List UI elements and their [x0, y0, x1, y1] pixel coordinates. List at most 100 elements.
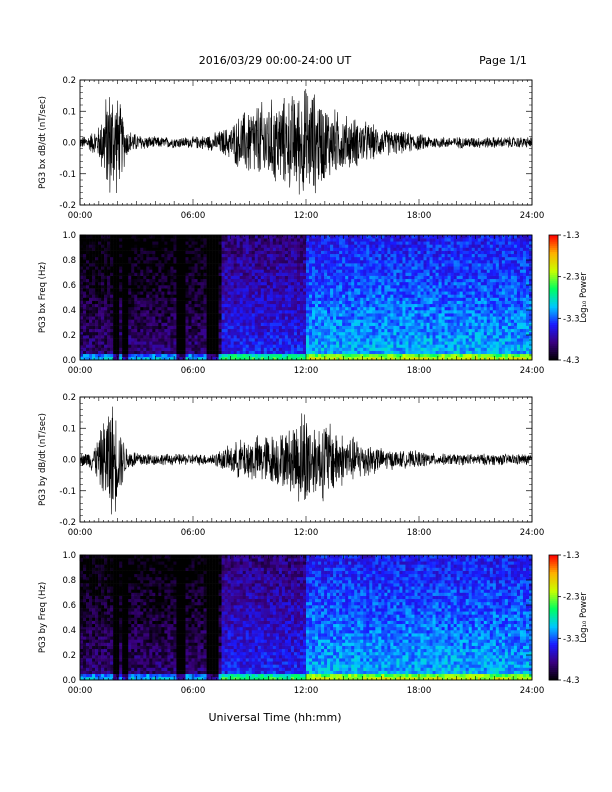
- bx_spec-cell: [206, 353, 210, 358]
- bx_spec-cell: [432, 256, 436, 261]
- bx_spec-cell: [345, 328, 349, 333]
- bx_spec-cell: [182, 316, 186, 320]
- bx_spec-cell: [315, 325, 319, 330]
- bx_spec-cell: [309, 325, 313, 330]
- bx_spec-cell: [375, 272, 379, 276]
- bx_spec-cell: [435, 316, 439, 320]
- bx_spec-cell: [390, 285, 394, 289]
- bx_spec-cell: [372, 316, 376, 320]
- bx_spec-cell: [191, 288, 195, 292]
- bx_spec-cell: [432, 285, 436, 289]
- bx_spec-cell: [351, 281, 355, 286]
- bx_spec-cell: [221, 269, 225, 273]
- bx_spec-cell: [245, 260, 250, 264]
- bx_spec-cell: [98, 353, 102, 358]
- bx_spec-cell: [432, 263, 436, 267]
- bx_spec-cell: [86, 263, 90, 267]
- bx_spec-cell: [149, 238, 153, 242]
- bx_spec-cell: [411, 266, 415, 270]
- bx_spec-cell: [80, 347, 84, 351]
- bx_spec-cell: [257, 325, 262, 330]
- bx_spec-cell: [260, 263, 265, 267]
- bx_spec-cell: [399, 278, 403, 283]
- bx_spec-cell: [387, 341, 391, 345]
- bx_spec-cell: [324, 313, 328, 317]
- bx_spec-cell: [158, 350, 162, 355]
- bx_spec-cell: [339, 344, 343, 348]
- bx_spec-cell: [149, 269, 153, 273]
- bx_spec-cell: [309, 331, 313, 336]
- bx_spec-cell: [170, 316, 174, 320]
- bx_dbdt-x-tick-label: 00:00: [68, 211, 93, 221]
- bx_spec-cell: [167, 344, 171, 348]
- bx_spec-cell: [417, 285, 421, 289]
- bx_spec-cell: [86, 338, 90, 342]
- bx_spec-cell: [233, 322, 237, 326]
- bx_spec-cell: [152, 341, 156, 345]
- bx_spec-cell: [312, 335, 316, 339]
- bx_spec-cell: [330, 263, 334, 267]
- bx_spec-cell: [143, 256, 147, 261]
- bx_spec-cell: [206, 335, 210, 339]
- bx_spec-cell: [417, 288, 421, 292]
- bx_spec-cell: [215, 325, 219, 330]
- bx_spec-cell: [426, 288, 430, 292]
- bx_spec-cell: [239, 331, 244, 336]
- bx_spec-cell: [215, 310, 219, 314]
- bx_spec-cell: [417, 263, 421, 267]
- bx_spec-cell: [137, 269, 141, 273]
- bx_spec-cell: [408, 350, 412, 355]
- bx_spec-cell: [287, 331, 292, 336]
- bx_spec-cell: [140, 341, 144, 345]
- bx_spec-cell: [429, 235, 433, 239]
- bx_spec-cell: [227, 291, 231, 295]
- bx_spec-cell: [119, 335, 123, 339]
- bx_spec-cell: [378, 344, 382, 348]
- bx_spec-cell: [152, 338, 156, 342]
- bx_spec-cell: [146, 316, 150, 320]
- bx_spec-cell: [152, 247, 156, 251]
- bx_spec-cell: [161, 278, 165, 283]
- bx_spec-cell: [312, 235, 316, 239]
- bx_spec-cell: [378, 244, 382, 248]
- bx_spec-cell: [119, 310, 123, 314]
- bx_spec-cell: [140, 316, 144, 320]
- bx_spec-cell: [134, 291, 138, 295]
- bx_spec-cell: [257, 291, 262, 295]
- bx_spec-cell: [384, 310, 388, 314]
- bx_spec-cell: [302, 331, 307, 336]
- bx_spec-cell: [272, 272, 277, 276]
- bx_spec-cell: [357, 356, 361, 361]
- bx_spec-cell: [351, 316, 355, 320]
- bx_spec-cell: [336, 250, 340, 255]
- bx_spec-cell: [429, 285, 433, 289]
- bx_spec-cell: [254, 338, 259, 342]
- bx_spec-cell: [80, 235, 84, 239]
- bx_spec-cell: [357, 306, 361, 311]
- bx_spec-cell: [119, 256, 123, 261]
- bx_spec-cell: [233, 353, 237, 358]
- bx_spec-cell: [95, 250, 99, 255]
- bx_spec-cell: [209, 247, 213, 251]
- bx_spec-cell: [381, 294, 385, 298]
- bx_spec-cell: [348, 235, 352, 239]
- bx_spec-cell: [242, 356, 247, 361]
- bx_spec-cell: [375, 256, 379, 261]
- bx_spec-cell: [140, 338, 144, 342]
- bx_spec-cell: [263, 353, 268, 358]
- bx_spec-cell: [306, 310, 310, 314]
- bx_spec-cell: [348, 244, 352, 248]
- bx_spec-cell: [429, 253, 433, 258]
- bx_spec-cell: [191, 322, 195, 326]
- bx_spec-cell: [396, 250, 400, 255]
- bx_spec-cell: [239, 297, 244, 301]
- bx_spec-cell: [339, 347, 343, 351]
- bx_spec-cell: [227, 338, 231, 342]
- bx_spec-cell: [278, 238, 283, 242]
- bx_spec-cell: [143, 306, 147, 311]
- bx_spec-cell: [336, 272, 340, 276]
- bx_spec-cell: [122, 266, 126, 270]
- bx_spec-cell: [161, 297, 165, 301]
- bx_spec-cell: [417, 275, 421, 280]
- bx_spec-cell: [411, 244, 415, 248]
